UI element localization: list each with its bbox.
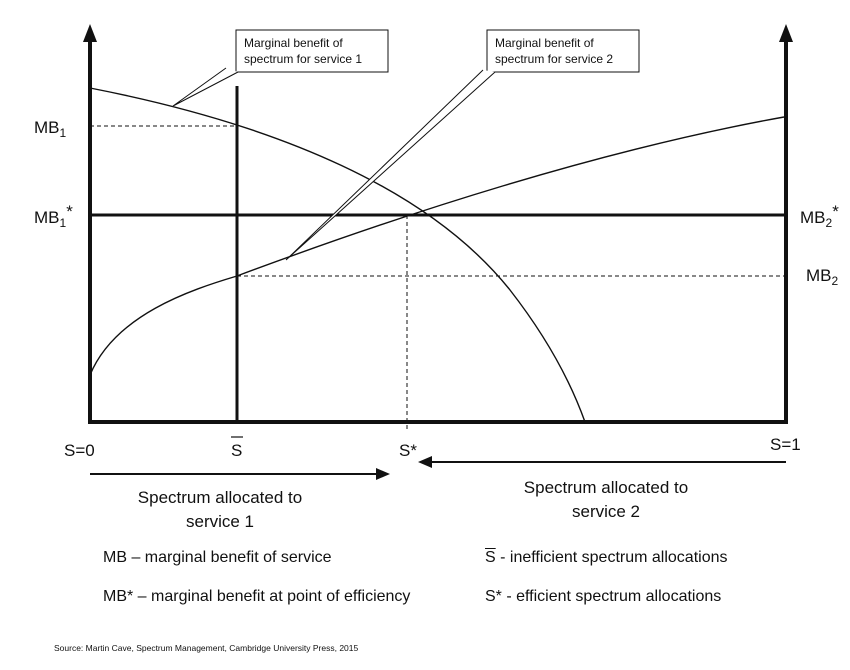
callout-text-service-2-line-1: Marginal benefit of <box>495 36 594 50</box>
legend-s-bar-text: - inefficient spectrum allocations <box>495 549 728 566</box>
callout-box-service-2 <box>486 29 640 73</box>
allocation-text-service-2: Spectrum allocated to service 2 <box>486 476 726 524</box>
right-axis-arrowhead <box>779 24 793 42</box>
label-mb1-star: MB1* <box>34 202 73 230</box>
label-mb2-star: MB2* <box>800 202 839 230</box>
label-s-bar: S <box>231 441 242 460</box>
legend-s-bar: S - inefficient spectrum allocations <box>485 549 727 567</box>
source-citation: Source: Martin Cave, Spectrum Management… <box>54 643 359 653</box>
mb-curve-service-1 <box>89 87 586 423</box>
callout-pointer-service-1 <box>172 67 239 107</box>
callout-text-service-2-line-2: spectrum for service 2 <box>495 52 613 66</box>
callout-pointer-service-2 <box>285 69 496 261</box>
callout-text-service-1-line-1: Marginal benefit of <box>244 36 343 50</box>
allocation-text-service-1-line-2: service 1 <box>185 512 255 531</box>
label-mb1: MB1 <box>34 118 67 140</box>
legend-s-bar-symbol: S <box>485 549 496 566</box>
left-axis-arrowhead <box>83 24 97 42</box>
legend-s-star: S* - efficient spectrum allocations <box>485 588 722 605</box>
arrow-service-2-head <box>418 456 432 468</box>
allocation-text-service-2-line-2: service 2 <box>571 502 641 521</box>
allocation-text-service-1-line-1: Spectrum allocated to <box>137 488 303 507</box>
label-s-one: S=1 <box>770 435 801 454</box>
label-s-star: S* <box>399 441 417 460</box>
label-mb2: MB2 <box>806 266 839 288</box>
legend-mb: MB – marginal benefit of service <box>103 549 332 566</box>
label-s-zero: S=0 <box>64 441 95 460</box>
legend-mb-star: MB* – marginal benefit at point of effic… <box>103 588 411 605</box>
allocation-text-service-2-line-1: Spectrum allocated to <box>523 478 689 497</box>
mb-curve-service-2 <box>89 116 785 376</box>
allocation-text-service-1: Spectrum allocated to service 1 <box>100 486 340 534</box>
arrow-service-1-head <box>376 468 390 480</box>
callout-box-service-1 <box>235 29 389 73</box>
callout-text-service-1-line-2: spectrum for service 1 <box>244 52 362 66</box>
